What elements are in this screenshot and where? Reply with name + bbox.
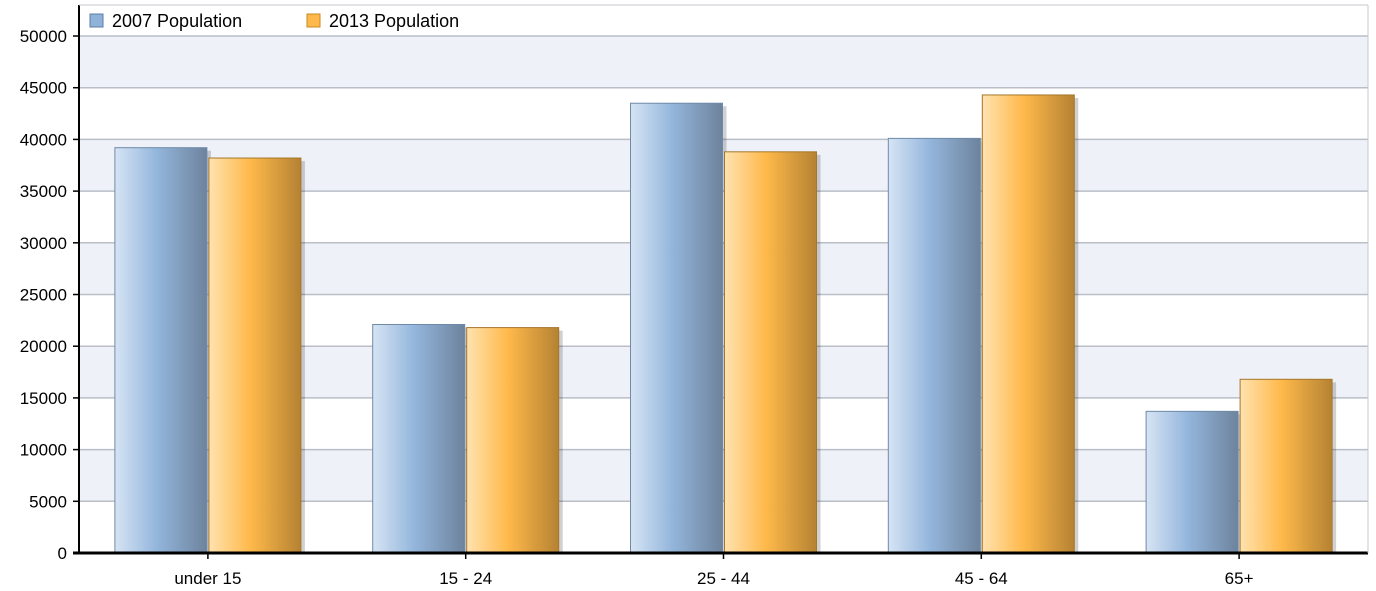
bar-2013-15-24 xyxy=(466,327,560,554)
legend-swatch-2007 xyxy=(89,13,104,28)
y-tick-label: 35000 xyxy=(20,182,67,201)
bar-2007-under-15 xyxy=(114,147,208,554)
legend-label-2007: 2007 Population xyxy=(112,11,242,31)
y-tick-label: 25000 xyxy=(20,286,67,305)
bar-2007-65- xyxy=(1145,410,1239,554)
y-tick-label: 20000 xyxy=(20,337,67,356)
background-band xyxy=(79,5,1368,37)
legend-label-2013: 2013 Population xyxy=(329,11,459,31)
legend-swatch-2013 xyxy=(306,13,321,28)
y-tick-label: 0 xyxy=(58,544,67,563)
background-band xyxy=(79,36,1368,88)
y-tick-label: 15000 xyxy=(20,389,67,408)
bar-2007-45-64 xyxy=(887,137,981,554)
bar-2007-25-44 xyxy=(630,102,723,554)
y-tick-label: 40000 xyxy=(20,130,67,149)
bar-2013-under-15 xyxy=(208,157,302,554)
bar-2007-15-24 xyxy=(372,323,466,554)
bar-2013-45-64 xyxy=(981,94,1075,554)
y-tick-label: 50000 xyxy=(20,27,67,46)
y-tick-label: 10000 xyxy=(20,441,67,460)
bar-2013-25-44 xyxy=(724,151,817,554)
bar-2013-65- xyxy=(1239,378,1333,554)
x-tick-label: 25 - 44 xyxy=(697,569,750,588)
y-tick-label: 45000 xyxy=(20,79,67,98)
x-tick-label: 65+ xyxy=(1225,569,1254,588)
x-tick-label: 45 - 64 xyxy=(955,569,1008,588)
x-tick-label: under 15 xyxy=(174,569,241,588)
y-tick-label: 5000 xyxy=(29,492,67,511)
y-tick-label: 30000 xyxy=(20,234,67,253)
background-band xyxy=(79,87,1368,140)
x-tick-label: 15 - 24 xyxy=(439,569,492,588)
